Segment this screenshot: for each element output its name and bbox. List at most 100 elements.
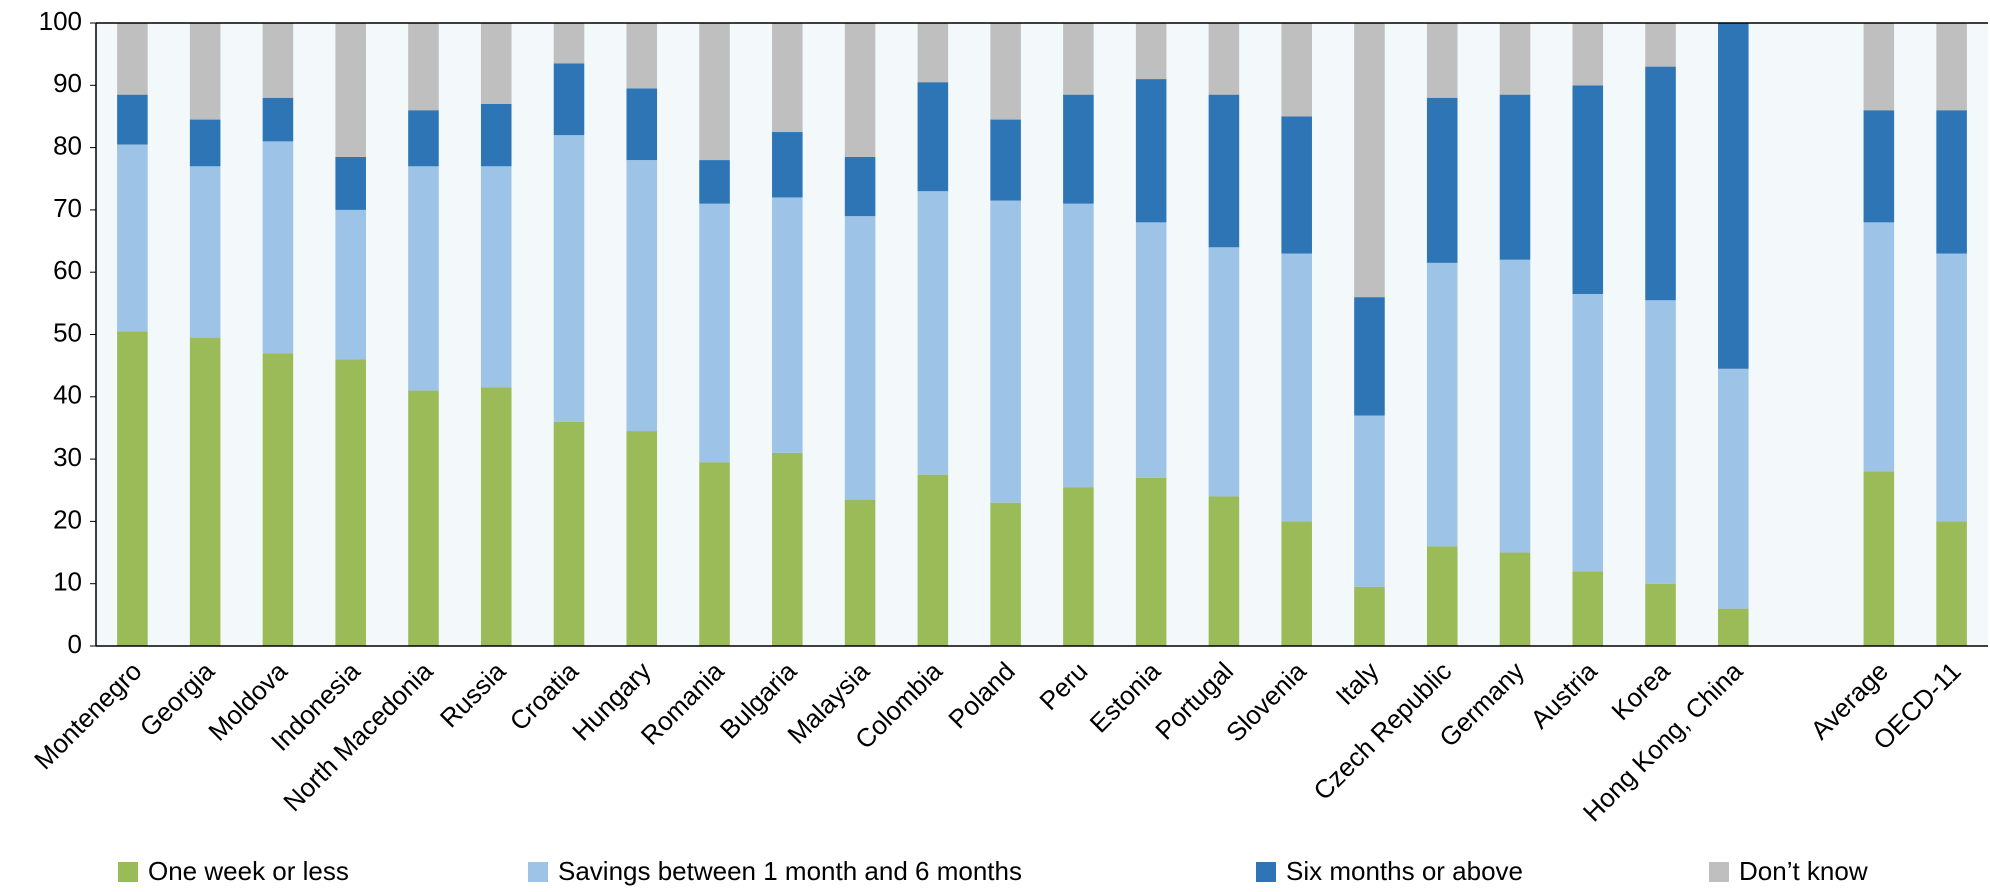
bar-segment [553,23,585,64]
bar-segment [1645,23,1676,67]
bar-segment [699,462,730,646]
bar-segment [1572,571,1604,646]
bar-segment [1063,487,1094,646]
legend-label: Six months or above [1286,856,1523,886]
bar-segment [844,216,876,500]
y-tick-label: 40 [53,380,82,410]
y-tick-label: 50 [53,317,82,347]
bar-segment [1572,294,1604,572]
bar-segment [626,160,658,432]
y-tick-label: 20 [53,504,82,534]
y-tick-label: 80 [53,130,82,160]
bar-segment [772,23,803,133]
bar-segment [990,23,1021,120]
bar-segment [553,421,585,646]
bar-segment [480,387,512,646]
x-tick-label: Austria [1524,656,1603,735]
bar-segment [1063,23,1094,95]
bar-segment [117,331,148,646]
bar-segment [1645,300,1676,584]
bar-segment [1645,66,1676,301]
x-tick-label: Poland [942,656,1020,734]
x-tick-label: Russia [434,656,512,734]
bar-segment [1426,546,1458,646]
bar-segment [117,23,148,95]
bar-segment [408,110,439,167]
bar-segment [1135,222,1167,478]
y-tick-label: 100 [39,6,82,36]
legend-label: One week or less [148,856,349,886]
bar-segment [408,23,439,111]
bar-segment [1354,415,1385,587]
bar-segment [1499,94,1531,260]
bar-segment [335,359,366,646]
bar-segment [1426,97,1458,263]
bar-segment [480,23,512,104]
bar-segment [699,203,730,463]
bar-segment [1354,23,1385,298]
legend-swatch [528,862,548,882]
bar-segment [1208,247,1240,497]
y-tick-label: 10 [53,567,82,597]
bar-segment [262,353,294,646]
bar-segment [772,132,803,198]
legend-label: Savings between 1 month and 6 months [558,856,1022,886]
bar-segment [1718,23,1749,369]
bar-segment [189,166,221,338]
bar-segment [335,209,366,360]
bar-segment [262,97,294,142]
bar-segment [1718,608,1749,646]
bar-segment [1936,110,1967,254]
bar-segment [1718,368,1749,609]
y-tick-label: 30 [53,442,82,472]
bar-segment [1354,297,1385,416]
bar-segment [1354,586,1385,646]
bar-segment [990,119,1021,201]
bar-segment [1281,116,1312,254]
bar-segment [1208,23,1240,95]
bar-segment [626,23,658,89]
legend-label: Don’t know [1739,856,1868,886]
bar-segment [626,431,658,646]
bar-segment [844,156,876,217]
x-tick-label: Montenegro [28,656,147,775]
legend-swatch [1709,862,1729,882]
plot-background [96,23,1988,646]
bar-segment [917,23,949,83]
bar-segment [1572,85,1604,295]
bar-segment [553,63,585,136]
bar-segment [408,166,439,391]
bar-segment [1135,23,1167,80]
legend-swatch [1256,862,1276,882]
bar-segment [1572,23,1604,86]
y-tick-label: 0 [68,629,82,659]
bar-segment [480,103,512,167]
bar-segment [1426,23,1458,98]
bar-segment [1135,79,1167,223]
bar-segment [1063,94,1094,204]
legend-swatch [118,862,138,882]
bar-segment [553,135,585,422]
bar-segment [1936,23,1967,111]
bar-segment [262,141,294,354]
bar-segment [844,23,876,157]
y-tick-label: 60 [53,255,82,285]
bar-segment [917,191,949,475]
bar-segment [1936,521,1967,646]
bar-segment [772,197,803,453]
bar-segment [990,502,1021,646]
bar-segment [990,200,1021,503]
bar-segment [917,82,949,192]
bar-segment [117,144,148,332]
bar-segment [1426,262,1458,547]
bar-segment [1499,23,1531,95]
bar-segment [1135,477,1167,646]
x-tick-label: Korea [1605,656,1676,727]
x-tick-label: Peru [1033,656,1093,716]
y-tick-label: 70 [53,193,82,223]
bar-segment [1936,253,1967,522]
bar-segment [189,337,221,646]
bar-segment [117,94,148,145]
bar-segment [1208,496,1240,646]
